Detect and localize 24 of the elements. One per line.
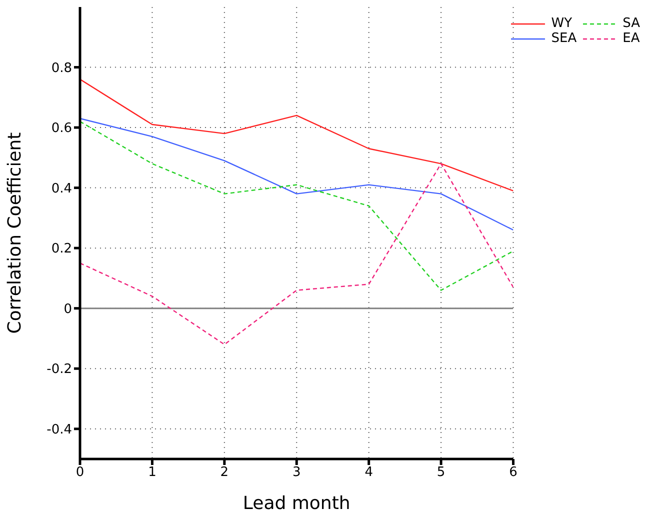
y-tick-label: 0.2 bbox=[51, 242, 72, 257]
x-tick-label: 6 bbox=[509, 465, 518, 480]
x-axis-title: Lead month bbox=[242, 493, 350, 514]
x-tick-label: 0 bbox=[76, 465, 84, 480]
y-tick-label: -0.2 bbox=[46, 362, 72, 378]
legend-label: EA bbox=[622, 31, 640, 46]
y-tick-label: 0.8 bbox=[51, 60, 72, 76]
y-tick-label: 0.6 bbox=[51, 121, 72, 136]
y-tick-label: 0 bbox=[64, 302, 72, 317]
x-tick-label: 3 bbox=[292, 465, 301, 480]
legend-label: WY bbox=[551, 16, 574, 31]
line-series bbox=[80, 118, 514, 231]
legend-label: SA bbox=[622, 16, 640, 31]
x-tick-label: 5 bbox=[436, 465, 446, 480]
line-series bbox=[80, 120, 514, 291]
line-series bbox=[80, 163, 514, 346]
x-tick-label: 2 bbox=[220, 465, 229, 480]
y-axis-title: Correlation Coefficient bbox=[4, 132, 26, 334]
x-tick-label: 1 bbox=[148, 465, 156, 480]
legend-label: SEA bbox=[551, 31, 577, 46]
line-series bbox=[80, 78, 514, 192]
y-tick-label: 0.4 bbox=[51, 181, 72, 196]
y-tick-label: -0.4 bbox=[46, 422, 72, 438]
x-tick-label: 4 bbox=[364, 465, 373, 480]
